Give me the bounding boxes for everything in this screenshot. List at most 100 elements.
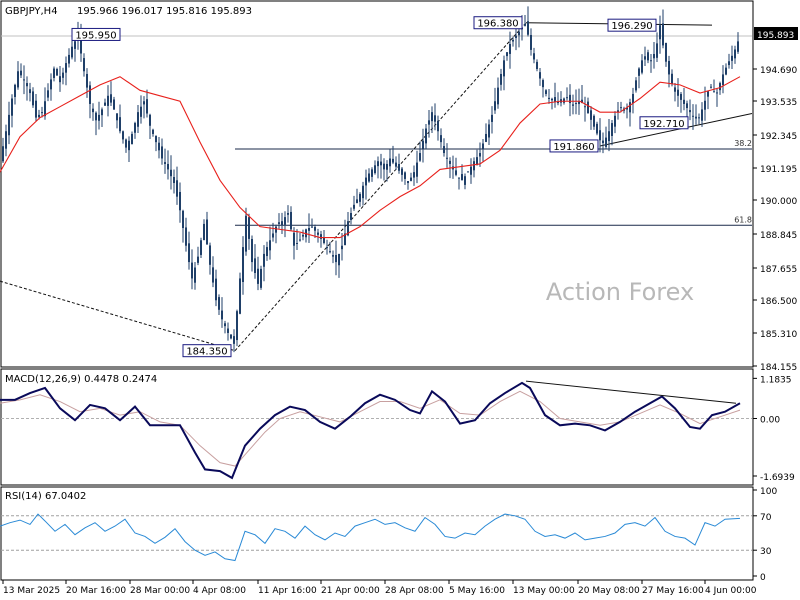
candle-body bbox=[131, 133, 133, 145]
candle-body bbox=[119, 117, 121, 132]
candle-body bbox=[47, 90, 49, 98]
candle-body bbox=[458, 177, 460, 179]
rsi-line bbox=[0, 513, 741, 562]
candle-body bbox=[35, 100, 37, 118]
price-annotation: 196.290 bbox=[607, 18, 657, 32]
candle-body bbox=[275, 226, 277, 233]
candle-body bbox=[332, 255, 334, 257]
candle-body bbox=[386, 163, 388, 170]
candle-body bbox=[446, 157, 448, 159]
macd-title: MACD(12,26,9) 0.4478 0.2474 bbox=[5, 374, 157, 385]
candle-body bbox=[302, 234, 304, 237]
macd-line bbox=[0, 381, 741, 480]
candle-body bbox=[605, 137, 607, 147]
annotation-box bbox=[182, 344, 232, 358]
candle-body bbox=[731, 55, 733, 61]
candle-body bbox=[338, 253, 340, 266]
candle-body bbox=[32, 91, 34, 106]
macd-panel-frame bbox=[0, 368, 754, 486]
candle-body bbox=[65, 63, 67, 73]
candle-body bbox=[494, 101, 496, 111]
candle-body bbox=[548, 97, 550, 99]
candle-body bbox=[599, 130, 601, 141]
candle-body bbox=[167, 163, 169, 170]
candle-body bbox=[575, 103, 577, 105]
candle-body bbox=[536, 61, 538, 69]
candle-body bbox=[500, 73, 502, 85]
price-annotation: 184.350 bbox=[182, 344, 232, 358]
candle-body bbox=[545, 90, 547, 94]
candle-body bbox=[680, 93, 682, 100]
candle-body bbox=[80, 33, 82, 54]
candle-body bbox=[656, 43, 658, 58]
candle-body bbox=[629, 102, 631, 113]
candle-body bbox=[617, 110, 619, 112]
x-tick-label: 5 May 16:00 bbox=[449, 586, 505, 596]
candle-body bbox=[380, 161, 382, 166]
candle-body bbox=[11, 98, 13, 116]
candle-body bbox=[314, 226, 316, 231]
candle-body bbox=[38, 114, 40, 118]
candle-body bbox=[173, 177, 175, 184]
ohlc-readout: 195.966 196.017 195.816 195.893 bbox=[77, 6, 252, 17]
candle-body bbox=[272, 233, 274, 238]
candle-body bbox=[512, 39, 514, 42]
x-tick-label: 13 May 00:00 bbox=[513, 586, 575, 596]
candle-body bbox=[374, 165, 376, 174]
candle-body bbox=[113, 99, 115, 110]
x-tick-label: 20 Mar 16:00 bbox=[66, 586, 126, 596]
price-tick-label: 190.000 bbox=[760, 197, 797, 207]
candle-body bbox=[203, 223, 205, 241]
candle-body bbox=[713, 91, 715, 93]
candle-body bbox=[176, 180, 178, 197]
candle-body bbox=[248, 217, 250, 239]
annotation-box bbox=[473, 16, 523, 30]
macd-tick-label: 0.00 bbox=[760, 416, 780, 426]
price-tick-label: 192.345 bbox=[760, 132, 797, 142]
price-tick-label: 193.535 bbox=[760, 98, 797, 108]
candle-body bbox=[620, 107, 622, 109]
candle-body bbox=[665, 42, 667, 62]
price-tick-label: 195.893 bbox=[757, 31, 794, 41]
candle-body bbox=[683, 99, 685, 104]
candle-body bbox=[155, 135, 157, 143]
fib-label: 61.8 bbox=[734, 215, 752, 224]
x-tick-label: 20 May 08:00 bbox=[578, 586, 640, 596]
candle-body bbox=[437, 120, 439, 132]
macd-trend-line bbox=[525, 380, 737, 404]
candle-body bbox=[506, 52, 508, 57]
candle-body bbox=[719, 83, 721, 91]
candle-body bbox=[41, 112, 43, 114]
candle-body bbox=[71, 46, 73, 58]
candle-body bbox=[29, 89, 31, 94]
price-tick-label: 194.690 bbox=[760, 66, 797, 76]
price-tick-label: 186.500 bbox=[760, 297, 797, 307]
price-tick-label: 184.155 bbox=[760, 363, 797, 373]
price-tick-label: 185.310 bbox=[760, 330, 797, 340]
candle-body bbox=[368, 173, 370, 182]
candle-body bbox=[149, 114, 151, 126]
candle-body bbox=[83, 58, 85, 72]
candle-body bbox=[26, 83, 28, 87]
price-annotation: 192.710 bbox=[639, 116, 689, 130]
candle-body bbox=[611, 123, 613, 136]
annotation-label: 192.710 bbox=[643, 119, 684, 130]
price-tick-label: 191.195 bbox=[760, 165, 797, 175]
candle-body bbox=[128, 140, 130, 151]
candle-body bbox=[602, 140, 604, 144]
current-price-tag bbox=[754, 27, 798, 40]
candle-body bbox=[527, 21, 529, 35]
candle-body bbox=[530, 35, 532, 50]
candle-body bbox=[584, 106, 586, 108]
candle-body bbox=[278, 222, 280, 224]
price-tick-label: 188.845 bbox=[760, 231, 797, 241]
rsi-layer bbox=[0, 513, 752, 562]
rsi-panel-frame bbox=[0, 486, 754, 581]
candle-body bbox=[293, 232, 295, 246]
rsi-tick-label: 0 bbox=[760, 573, 766, 583]
candle-body bbox=[482, 143, 484, 149]
candle-body bbox=[533, 53, 535, 60]
candle-body bbox=[122, 131, 124, 140]
candle-body bbox=[362, 185, 364, 199]
candle-body bbox=[593, 115, 595, 127]
